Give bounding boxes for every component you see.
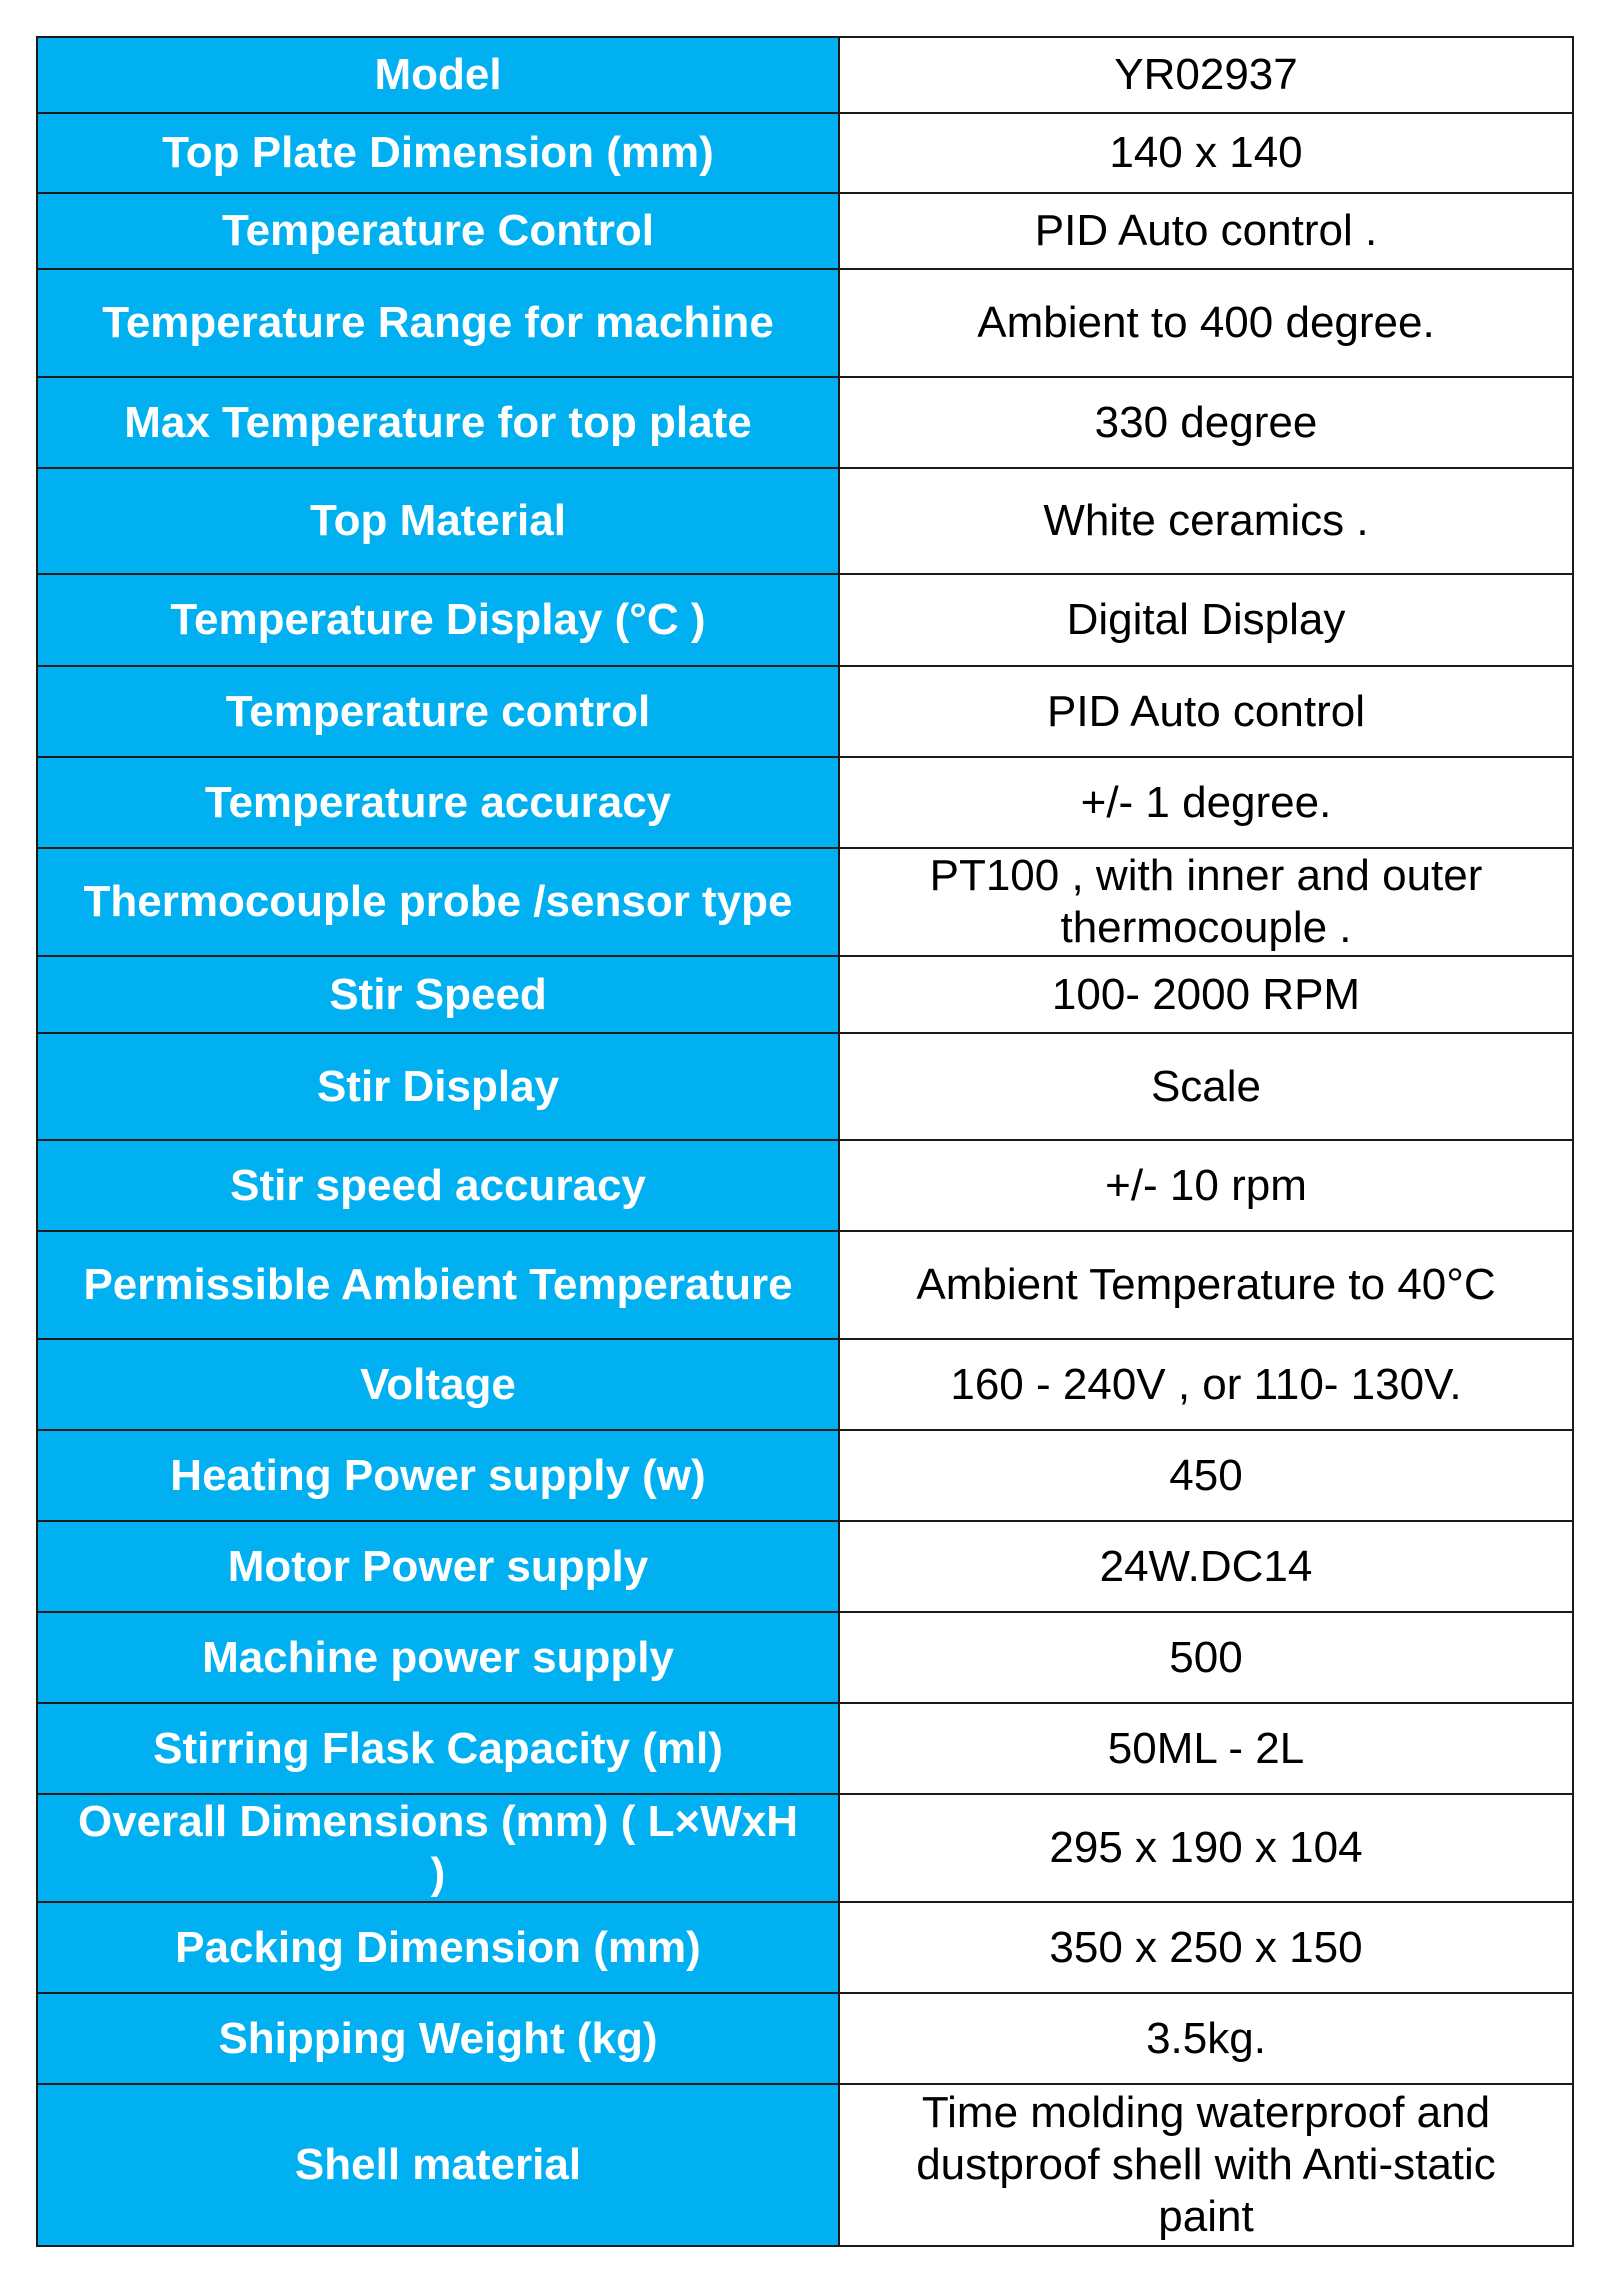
- table-row: Temperature Display (°C ) Digital Displa…: [36, 573, 1574, 667]
- table-row: Top Plate Dimension (mm) 140 x 140: [36, 112, 1574, 194]
- table-row: Max Temperature for top plate 330 degree: [36, 376, 1574, 469]
- spec-label: Thermocouple probe /sensor type: [36, 847, 840, 957]
- spec-label: Stir Speed: [36, 955, 840, 1034]
- spec-value: Digital Display: [838, 573, 1574, 667]
- spec-value: PT100 , with inner and outer thermocoupl…: [838, 847, 1574, 957]
- table-row: Stir speed accuracy +/- 10 rpm: [36, 1139, 1574, 1232]
- spec-label: Voltage: [36, 1338, 840, 1431]
- spec-label: Model: [36, 36, 840, 114]
- table-row: Stir Display Scale: [36, 1032, 1574, 1141]
- table-row: Model YR02937: [36, 36, 1574, 114]
- spec-value: +/- 1 degree.: [838, 756, 1574, 849]
- spec-label: Permissible Ambient Temperature: [36, 1230, 840, 1340]
- table-row: Shell material Time molding waterproof a…: [36, 2083, 1574, 2247]
- table-row: Machine power supply 500: [36, 1611, 1574, 1704]
- spec-value: PID Auto control .: [838, 192, 1574, 270]
- table-row: Top Material White ceramics .: [36, 467, 1574, 575]
- spec-label: Shipping Weight (kg): [36, 1992, 840, 2085]
- spec-value: +/- 10 rpm: [838, 1139, 1574, 1232]
- spec-value: Time molding waterproof and dustproof sh…: [838, 2083, 1574, 2247]
- table-row: Shipping Weight (kg) 3.5kg.: [36, 1992, 1574, 2085]
- spec-value: 3.5kg.: [838, 1992, 1574, 2085]
- spec-table: Model YR02937 Top Plate Dimension (mm) 1…: [36, 36, 1574, 2247]
- table-row: Stir Speed 100- 2000 RPM: [36, 955, 1574, 1034]
- spec-value: 100- 2000 RPM: [838, 955, 1574, 1034]
- spec-value: PID Auto control: [838, 665, 1574, 758]
- spec-value: 330 degree: [838, 376, 1574, 469]
- spec-label: Top Plate Dimension (mm): [36, 112, 840, 194]
- spec-label: Packing Dimension (mm): [36, 1901, 840, 1994]
- table-row: Permissible Ambient Temperature Ambient …: [36, 1230, 1574, 1340]
- table-row: Temperature Range for machine Ambient to…: [36, 268, 1574, 378]
- table-row: Temperature accuracy +/- 1 degree.: [36, 756, 1574, 849]
- spec-label: Motor Power supply: [36, 1520, 840, 1613]
- spec-label: Temperature accuracy: [36, 756, 840, 849]
- spec-value: 50ML - 2L: [838, 1702, 1574, 1795]
- table-row: Voltage 160 - 240V , or 110- 130V.: [36, 1338, 1574, 1431]
- spec-label: Temperature Display (°C ): [36, 573, 840, 667]
- spec-value: 450: [838, 1429, 1574, 1522]
- spec-value: Ambient to 400 degree.: [838, 268, 1574, 378]
- spec-value: 500: [838, 1611, 1574, 1704]
- spec-value: 24W.DC14: [838, 1520, 1574, 1613]
- spec-label: Stir speed accuracy: [36, 1139, 840, 1232]
- spec-value: Ambient Temperature to 40°C: [838, 1230, 1574, 1340]
- spec-label: Machine power supply: [36, 1611, 840, 1704]
- spec-label: Max Temperature for top plate: [36, 376, 840, 469]
- table-row: Temperature Control PID Auto control .: [36, 192, 1574, 270]
- spec-label: Temperature control: [36, 665, 840, 758]
- table-row: Overall Dimensions (mm) ( L×WxH ) 295 x …: [36, 1793, 1574, 1903]
- spec-value: 350 x 250 x 150: [838, 1901, 1574, 1994]
- spec-label: Temperature Control: [36, 192, 840, 270]
- table-row: Stirring Flask Capacity (ml) 50ML - 2L: [36, 1702, 1574, 1795]
- spec-value: 295 x 190 x 104: [838, 1793, 1574, 1903]
- table-row: Motor Power supply 24W.DC14: [36, 1520, 1574, 1613]
- spec-value: YR02937: [838, 36, 1574, 114]
- spec-label: Shell material: [36, 2083, 840, 2247]
- spec-label: Temperature Range for machine: [36, 268, 840, 378]
- spec-label: Heating Power supply (w): [36, 1429, 840, 1522]
- table-row: Temperature control PID Auto control: [36, 665, 1574, 758]
- spec-label: Overall Dimensions (mm) ( L×WxH ): [36, 1793, 840, 1903]
- spec-label: Top Material: [36, 467, 840, 575]
- table-row: Heating Power supply (w) 450: [36, 1429, 1574, 1522]
- spec-label: Stirring Flask Capacity (ml): [36, 1702, 840, 1795]
- spec-value: 160 - 240V , or 110- 130V.: [838, 1338, 1574, 1431]
- table-row: Thermocouple probe /sensor type PT100 , …: [36, 847, 1574, 957]
- spec-value: Scale: [838, 1032, 1574, 1141]
- spec-label: Stir Display: [36, 1032, 840, 1141]
- spec-value: White ceramics .: [838, 467, 1574, 575]
- spec-value: 140 x 140: [838, 112, 1574, 194]
- table-row: Packing Dimension (mm) 350 x 250 x 150: [36, 1901, 1574, 1994]
